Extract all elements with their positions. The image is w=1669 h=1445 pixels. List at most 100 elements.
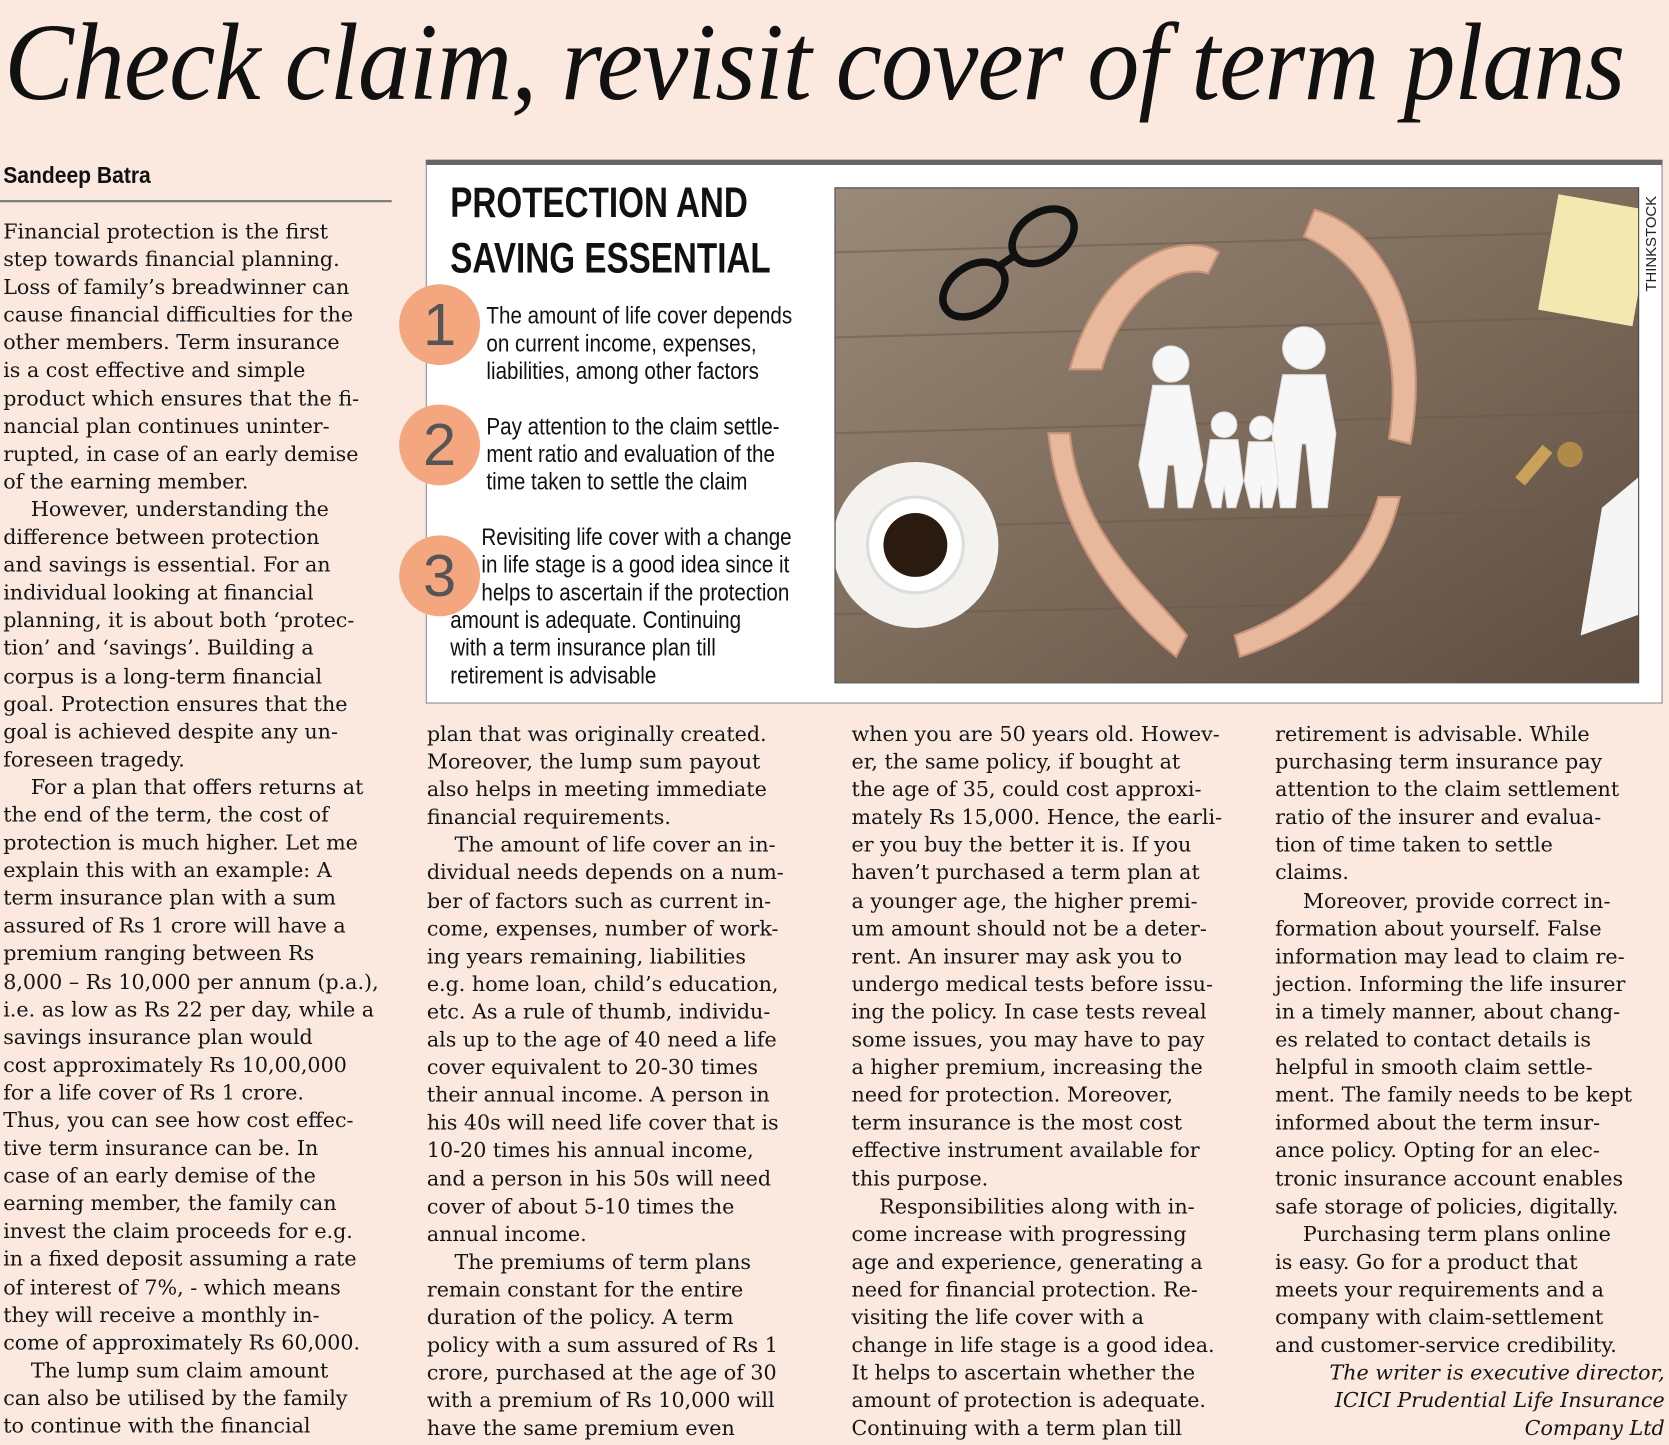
article-text-line: term insurance plan with a sum bbox=[3, 885, 336, 911]
article-text-line: the end of the term, the cost of bbox=[3, 802, 329, 828]
article-text-line: case of an early demise of the bbox=[3, 1163, 316, 1189]
article-text-line: tive term insurance can be. In bbox=[3, 1135, 319, 1161]
article-text-line: and savings is essential. For an bbox=[3, 552, 331, 578]
article-text-line: come of approximately Rs 60,000. bbox=[3, 1330, 361, 1355]
article-text-line: undergo medical tests before issu- bbox=[851, 971, 1213, 997]
article-text-line: Moreover, provide correct in- bbox=[1302, 888, 1611, 913]
article-text-line: to continue with the financial bbox=[3, 1413, 311, 1439]
article-text-line: of interest of 7%, - which means bbox=[3, 1274, 341, 1300]
hands-family-photo-illustration bbox=[835, 188, 1639, 683]
article-text-line: Continuing with a term plan till bbox=[851, 1416, 1183, 1441]
article-text-line: ment. The family needs to be kept bbox=[1275, 1082, 1633, 1108]
article-text-line: information may lead to claim re- bbox=[1275, 943, 1625, 969]
article-text-line: plan that was originally created. bbox=[426, 721, 767, 747]
headline: Check claim, revisit cover of term plans bbox=[4, 1, 1625, 124]
infobox-heading-line: PROTECTION AND bbox=[450, 179, 748, 227]
article-text-line: the age of 35, could cost approxi- bbox=[851, 777, 1202, 802]
article-text-line: haven’t purchased a term plan at bbox=[851, 860, 1200, 886]
article-text-line: Responsibilities along with in- bbox=[879, 1193, 1195, 1219]
article-text-line: foreseen tragedy. bbox=[3, 746, 185, 772]
article-text-line: claims. bbox=[1275, 860, 1349, 886]
article-column-4: retirement is advisable. While purchasing… bbox=[1275, 721, 1665, 1443]
article-text-line: other members. Term insurance bbox=[3, 330, 340, 355]
article-text-line: duration of the policy. A term bbox=[426, 1304, 734, 1330]
article-text-line: For a plan that offers returns at bbox=[30, 774, 364, 800]
writer-note-line: ICICI Prudential Life Insurance bbox=[1334, 1388, 1665, 1413]
article-text-line: for a life cover of Rs 1 crore. bbox=[3, 1080, 304, 1105]
article-text-line: informed about the term insur- bbox=[1275, 1110, 1601, 1135]
article-text-line: is a cost effective and simple bbox=[3, 358, 306, 383]
article-text-line: 8,000 – Rs 10,000 per annum (p.a.), bbox=[3, 969, 379, 994]
article-text-line: premium ranging between Rs bbox=[3, 941, 315, 966]
article-text-line: Purchasing term plans online bbox=[1302, 1221, 1611, 1247]
article-text-line: visiting the life cover with a bbox=[851, 1304, 1144, 1330]
glasses-icon bbox=[939, 205, 1078, 321]
byline: Sandeep Batra bbox=[3, 161, 151, 189]
article-text-line: financial requirements. bbox=[426, 804, 671, 830]
article-text-line: purchasing term insurance pay bbox=[1275, 749, 1603, 774]
infobox-item-text: The amount of life cover depends on curre… bbox=[486, 302, 792, 385]
infobox-item-line: amount is adequate. Continuing bbox=[450, 606, 742, 634]
article-text-line: um amount should not be a deter- bbox=[851, 916, 1207, 941]
article-text-line: planning, it is about both ‘protec- bbox=[3, 608, 355, 633]
infobox-item-line: time taken to settle the claim bbox=[486, 468, 748, 495]
article-text-line: etc. As a rule of thumb, individu- bbox=[426, 999, 771, 1024]
article-text-line: i.e. as low as Rs 22 per day, while a bbox=[3, 996, 375, 1022]
step-number-badge: 3 bbox=[399, 535, 481, 617]
hands-icon bbox=[1047, 208, 1417, 659]
article-text-line: ber of factors such as current in- bbox=[426, 888, 772, 913]
writer-note-line: Company Ltd bbox=[1524, 1416, 1665, 1441]
article-text-line: safe storage of policies, digitally. bbox=[1275, 1193, 1619, 1219]
article-text-line: However, understanding the bbox=[30, 497, 329, 522]
article-text-line: er, the same policy, if bought at bbox=[851, 749, 1181, 774]
step-number-badge: 2 bbox=[399, 404, 481, 486]
paper-family-icon bbox=[1138, 326, 1337, 509]
article-text-line: with a premium of Rs 10,000 will bbox=[426, 1388, 775, 1413]
article-text-line: helpful in smooth claim settle- bbox=[1275, 1054, 1593, 1080]
article-text-line: this purpose. bbox=[851, 1166, 989, 1191]
photo-credit-text: THINKSTOCK bbox=[1642, 195, 1660, 292]
article-text-line: es related to contact details is bbox=[1275, 1027, 1591, 1052]
article-text-line: Loss of family’s breadwinner can bbox=[3, 274, 350, 300]
article-text-line: is easy. Go for a product that bbox=[1275, 1249, 1578, 1274]
article-column-2: plan that was originally created. Moreove… bbox=[427, 721, 821, 1443]
infobox-item-line: retirement is advisable bbox=[450, 662, 657, 689]
article-text-line: invest the claim proceeds for e.g. bbox=[3, 1219, 353, 1244]
article-text-line: goal is achieved despite any un- bbox=[3, 719, 338, 744]
article-text-line: corpus is a long-term financial bbox=[3, 663, 323, 689]
article-text-line: have the same premium even bbox=[426, 1416, 735, 1441]
article-text-line: Moreover, the lump sum payout bbox=[426, 749, 761, 774]
article-text-line: The amount of life cover an in- bbox=[454, 832, 776, 858]
infobox-heading-line: SAVING ESSENTIAL bbox=[450, 235, 771, 283]
article-text-line: mately Rs 15,000. Hence, the earli- bbox=[851, 804, 1223, 830]
article-text-line: ance policy. Opting for an elec- bbox=[1275, 1138, 1600, 1163]
article-text-line: tion’ and ‘savings’. Building a bbox=[3, 635, 314, 661]
article-text-line: their annual income. A person in bbox=[426, 1082, 770, 1108]
article-text-line: a younger age, the higher premi- bbox=[851, 888, 1198, 913]
article-text-line: Financial protection is the first bbox=[3, 219, 329, 244]
article-text-line: change in life stage is a good idea. bbox=[851, 1332, 1215, 1358]
article-text-line: explain this with an example: A bbox=[3, 858, 332, 883]
infobox-item-line: in life stage is a good idea since it bbox=[481, 551, 790, 578]
infobox-item-line: Revisiting life cover with a change bbox=[481, 523, 792, 551]
article-text-line: e.g. home loan, child’s education, bbox=[426, 971, 779, 997]
article-text-line: difference between protection bbox=[3, 524, 320, 550]
article-text-line: term insurance is the most cost bbox=[851, 1110, 1183, 1135]
article-text-line: and a person in his 50s will need bbox=[426, 1166, 772, 1191]
article-text-line: crore, purchased at the age of 30 bbox=[426, 1360, 777, 1385]
article-text-line: individual looking at financial bbox=[3, 580, 314, 605]
family-protection-photo bbox=[834, 187, 1640, 684]
article-text-line: earning member, the family can bbox=[3, 1191, 337, 1216]
article-text-line: cost approximately Rs 10,00,000 bbox=[3, 1052, 347, 1077]
article-text-line: meets your requirements and a bbox=[1275, 1277, 1604, 1302]
infobox-item-line: ment ratio and evaluation of the bbox=[486, 440, 775, 468]
article-text-line: tion of time taken to settle bbox=[1275, 832, 1553, 858]
article-text-line: company with claim-settlement bbox=[1275, 1304, 1604, 1330]
infobox-item-line: Pay attention to the claim settle- bbox=[486, 412, 780, 440]
article-text-line: his 40s will need life cover that is bbox=[426, 1110, 779, 1135]
infobox-item-line: on current income, expenses, bbox=[486, 329, 757, 357]
article-text-line: age and experience, generating a bbox=[851, 1249, 1203, 1274]
article-text-line: come increase with progressing bbox=[851, 1221, 1187, 1247]
article-text-line: a higher premium, increasing the bbox=[851, 1054, 1203, 1080]
